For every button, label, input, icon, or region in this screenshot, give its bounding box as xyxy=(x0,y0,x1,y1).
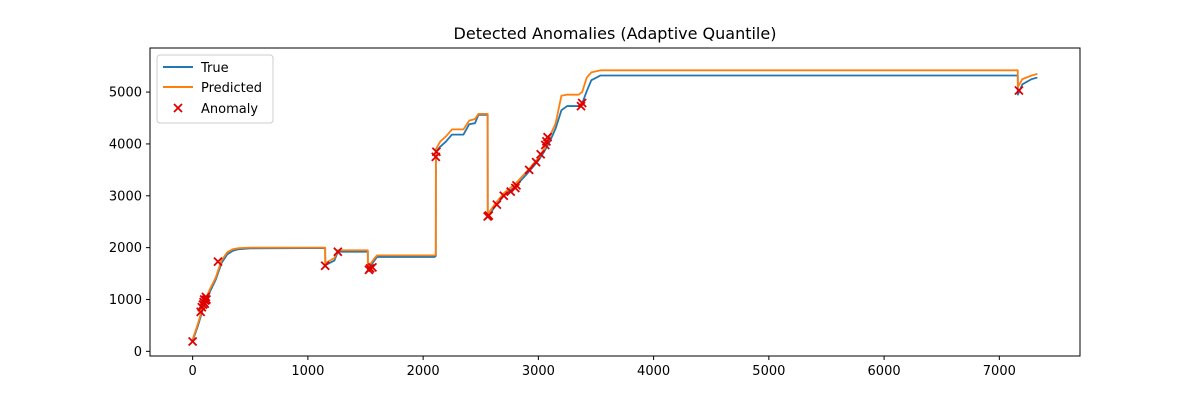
anomaly-marker xyxy=(542,132,553,142)
y-tick-label: 3000 xyxy=(109,189,142,204)
anomaly-marker xyxy=(484,210,494,221)
legend-box xyxy=(156,54,274,124)
anomaly-marker xyxy=(213,256,223,267)
x-axis: 0 1000 2000 3000 4000 5000 6000 7000 xyxy=(188,356,1016,379)
legend-true-label: True xyxy=(200,61,229,76)
y-tick-label: 0 xyxy=(134,345,142,360)
anomaly-marker xyxy=(431,147,442,157)
legend-anomaly-x xyxy=(173,103,183,113)
legend-predicted-label: Predicted xyxy=(201,81,262,96)
x-tick-label: 6000 xyxy=(868,364,901,379)
predicted-series-line xyxy=(191,69,1038,340)
y-axis: 0 1000 2000 3000 4000 5000 xyxy=(109,86,150,360)
anomaly-marker xyxy=(367,262,378,272)
anomaly-marker xyxy=(536,149,546,159)
anomaly-marker xyxy=(510,183,520,193)
x-tick-label: 1000 xyxy=(291,364,324,379)
anomaly-marker xyxy=(524,165,534,175)
anomaly-marker xyxy=(511,180,522,191)
plot-area xyxy=(188,69,1038,347)
anomaly-marker xyxy=(320,261,330,271)
x-tick-label: 2000 xyxy=(407,364,440,379)
anomaly-marker xyxy=(577,98,587,108)
chart-title: Detected Anomalies (Adaptive Quantile) xyxy=(454,24,777,43)
legend-anomaly-label: Anomaly xyxy=(201,102,258,117)
anomaly-marker xyxy=(188,336,198,347)
y-tick-label: 5000 xyxy=(109,86,142,101)
y-tick-label: 2000 xyxy=(109,241,142,256)
x-tick-label: 7000 xyxy=(983,364,1016,379)
legend-anomaly-marker-icon xyxy=(173,103,183,113)
x-tick-label: 0 xyxy=(188,364,196,379)
anomaly-marker xyxy=(201,292,211,302)
anomaly-marker xyxy=(1014,85,1024,96)
y-tick-label: 4000 xyxy=(109,137,142,152)
x-tick-label: 3000 xyxy=(522,364,555,379)
x-tick-label: 4000 xyxy=(637,364,670,379)
anomaly-marker xyxy=(333,247,343,257)
anomaly-marker xyxy=(492,199,502,210)
y-tick-label: 1000 xyxy=(109,293,142,308)
legend: True Predicted Anomaly xyxy=(156,54,274,124)
anomaly-marker xyxy=(201,294,212,305)
axes-frame xyxy=(149,47,1081,357)
anomaly-marker xyxy=(499,191,509,201)
x-tick-label: 5000 xyxy=(752,364,785,379)
anomaly-marker xyxy=(531,157,541,167)
